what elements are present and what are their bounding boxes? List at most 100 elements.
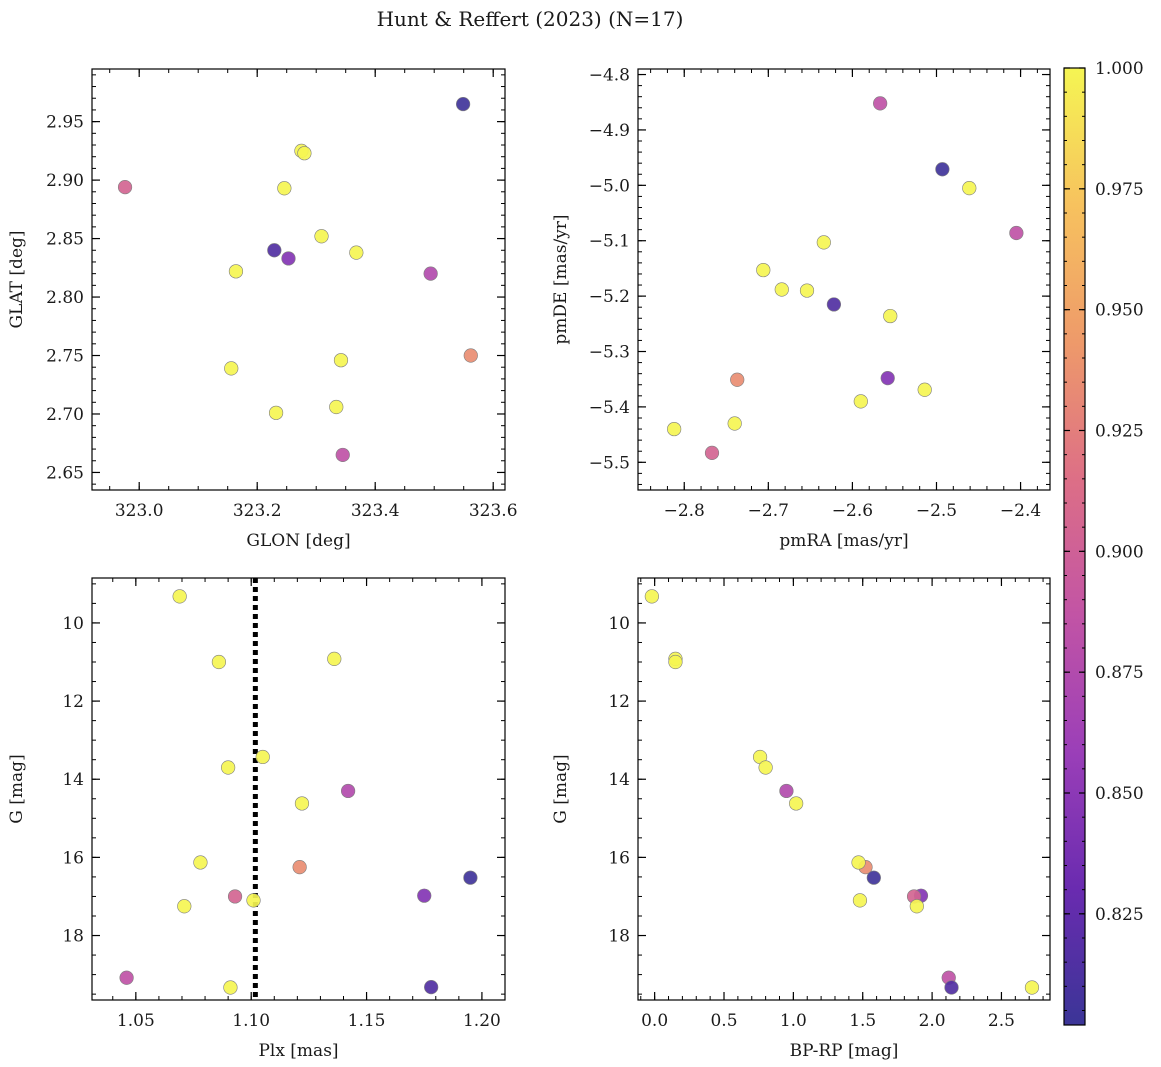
scatter-point (727, 416, 742, 431)
scatter-point (935, 162, 950, 177)
scatter-point (456, 96, 471, 112)
scatter-point (756, 262, 771, 278)
y-tick-label: 16 (62, 848, 84, 868)
x-tick-label: 0.5 (710, 1011, 737, 1031)
y-tick-label: −5.1 (589, 232, 630, 252)
scatter-point (799, 283, 815, 298)
scatter-point (1024, 980, 1040, 995)
scatter-point (327, 651, 342, 666)
y-tick-label: 14 (608, 770, 630, 790)
y-tick-label: 2.75 (46, 347, 84, 367)
scatter-point (883, 308, 898, 324)
scatter-point (294, 796, 310, 811)
x-tick-label: 323.4 (351, 501, 400, 521)
axes-frame (637, 577, 1051, 1001)
x-tick-label: −2.4 (1000, 501, 1041, 521)
colorbar-tick-label: 0.850 (1095, 784, 1144, 804)
y-tick-label: −4.8 (589, 66, 630, 86)
y-axis-label: pmDE [mas/yr] (551, 214, 571, 344)
scatter-point (779, 783, 794, 799)
scatter-point (267, 243, 282, 258)
y-axis-label: GLAT [deg] (7, 230, 27, 328)
x-tick-label: 1.20 (463, 1011, 501, 1031)
y-tick-label: 2.70 (46, 405, 84, 425)
colorbar-tick-label: 0.950 (1095, 301, 1144, 321)
y-tick-label: 2.80 (46, 288, 84, 308)
scatter-point (268, 405, 284, 420)
scatter-point (668, 654, 683, 670)
y-tick-label: 12 (608, 692, 630, 712)
x-axis-label: GLON [deg] (246, 531, 350, 551)
minor-ticks (638, 578, 1050, 1000)
scatter-point (873, 96, 888, 111)
panel-bprp-g: 0.0 0.5 1.0 1.5 2.0 2.5 10 12 14 16 18 BP-RP [mag] G… (551, 577, 1051, 1061)
y-tick-label: 10 (62, 614, 84, 634)
minor-ticks (638, 69, 1050, 490)
y-axis-label: G [mag] (7, 754, 27, 823)
scatter-point (193, 855, 208, 870)
y-tick-label: 2.90 (46, 171, 84, 191)
y-tick-label: 2.65 (46, 463, 84, 483)
scatter-point (297, 146, 312, 161)
scatter-point (223, 980, 238, 995)
y-tick-label: −5.3 (589, 343, 630, 363)
scatter-point (730, 372, 745, 387)
scatter-point (221, 760, 236, 775)
scatter-point (277, 181, 292, 196)
scatter-point (816, 235, 831, 250)
axes-frame (91, 577, 506, 1001)
colorbar-tick-label: 0.875 (1095, 663, 1144, 683)
y-tick-label: 10 (608, 614, 630, 634)
panel-plx-g: 1.05 1.10 1.15 1.20 10 12 14 16 18 Plx [mas] G [ma… (7, 577, 506, 1061)
scatter-point (962, 180, 977, 196)
panel-glon-glat: 323.0 323.2 323.4 323.6 2.65 2.70 2.75 2.80 2.85… (7, 68, 518, 551)
y-tick-label: −5.0 (589, 176, 630, 196)
scatter-point (119, 970, 134, 985)
colorbar: 0.825 0.850 0.875 0.900 0.925 0.950 0.975 1.000 (1063, 59, 1144, 1026)
x-tick-label: −2.6 (832, 501, 873, 521)
x-tick-label: 1.15 (348, 1011, 386, 1031)
x-tick-label: 0.0 (641, 1011, 668, 1031)
x-tick-label: −2.5 (916, 501, 957, 521)
panel-pmra-pmde: −2.8 −2.7 −2.6 −2.5 −2.4 −5.5 −5.4 −5.3 −5.2 −5.1… (551, 66, 1051, 551)
scatter-point (423, 266, 438, 281)
scatter-point (866, 870, 881, 885)
scatter-point (852, 893, 868, 908)
scatter-point (463, 348, 478, 363)
scatter-point (424, 980, 439, 995)
x-tick-label: −2.8 (664, 501, 705, 521)
scatter-point (335, 447, 350, 463)
y-tick-label: 2.95 (46, 113, 84, 133)
y-axis-label: G [mag] (551, 754, 571, 823)
scatter-point (177, 899, 192, 914)
x-tick-label: 1.0 (780, 1011, 807, 1031)
scatter-point (1009, 225, 1024, 241)
colorbar-gradient (1063, 67, 1086, 1026)
y-tick-label: 18 (62, 927, 84, 947)
scatter-point (314, 229, 329, 244)
y-tick-label: 16 (608, 848, 630, 868)
minor-ticks (92, 578, 506, 1000)
scatter-point (255, 749, 270, 765)
colorbar-tick-label: 0.925 (1095, 422, 1144, 442)
x-tick-label: 1.10 (232, 1011, 270, 1031)
scatter-point (117, 180, 133, 195)
scatter-point (292, 860, 307, 875)
scatter-point (246, 893, 261, 908)
y-tick-label: −5.2 (589, 287, 630, 307)
scatter-point (758, 760, 773, 775)
colorbar-tick-label: 0.825 (1095, 905, 1144, 925)
scatter-point (349, 245, 364, 260)
scatter-point (227, 889, 243, 904)
scatter-point (333, 353, 349, 368)
x-tick-label: 2.0 (919, 1011, 946, 1031)
x-axis-label: Plx [mas] (258, 1041, 338, 1061)
y-tick-label: −5.4 (589, 398, 630, 418)
scatter-point (463, 870, 478, 885)
scatter-point (417, 888, 432, 903)
scatter-point (880, 371, 895, 386)
scatter-point (644, 589, 659, 604)
y-tick-label: 2.85 (46, 230, 84, 250)
x-tick-label: 323.6 (469, 501, 518, 521)
